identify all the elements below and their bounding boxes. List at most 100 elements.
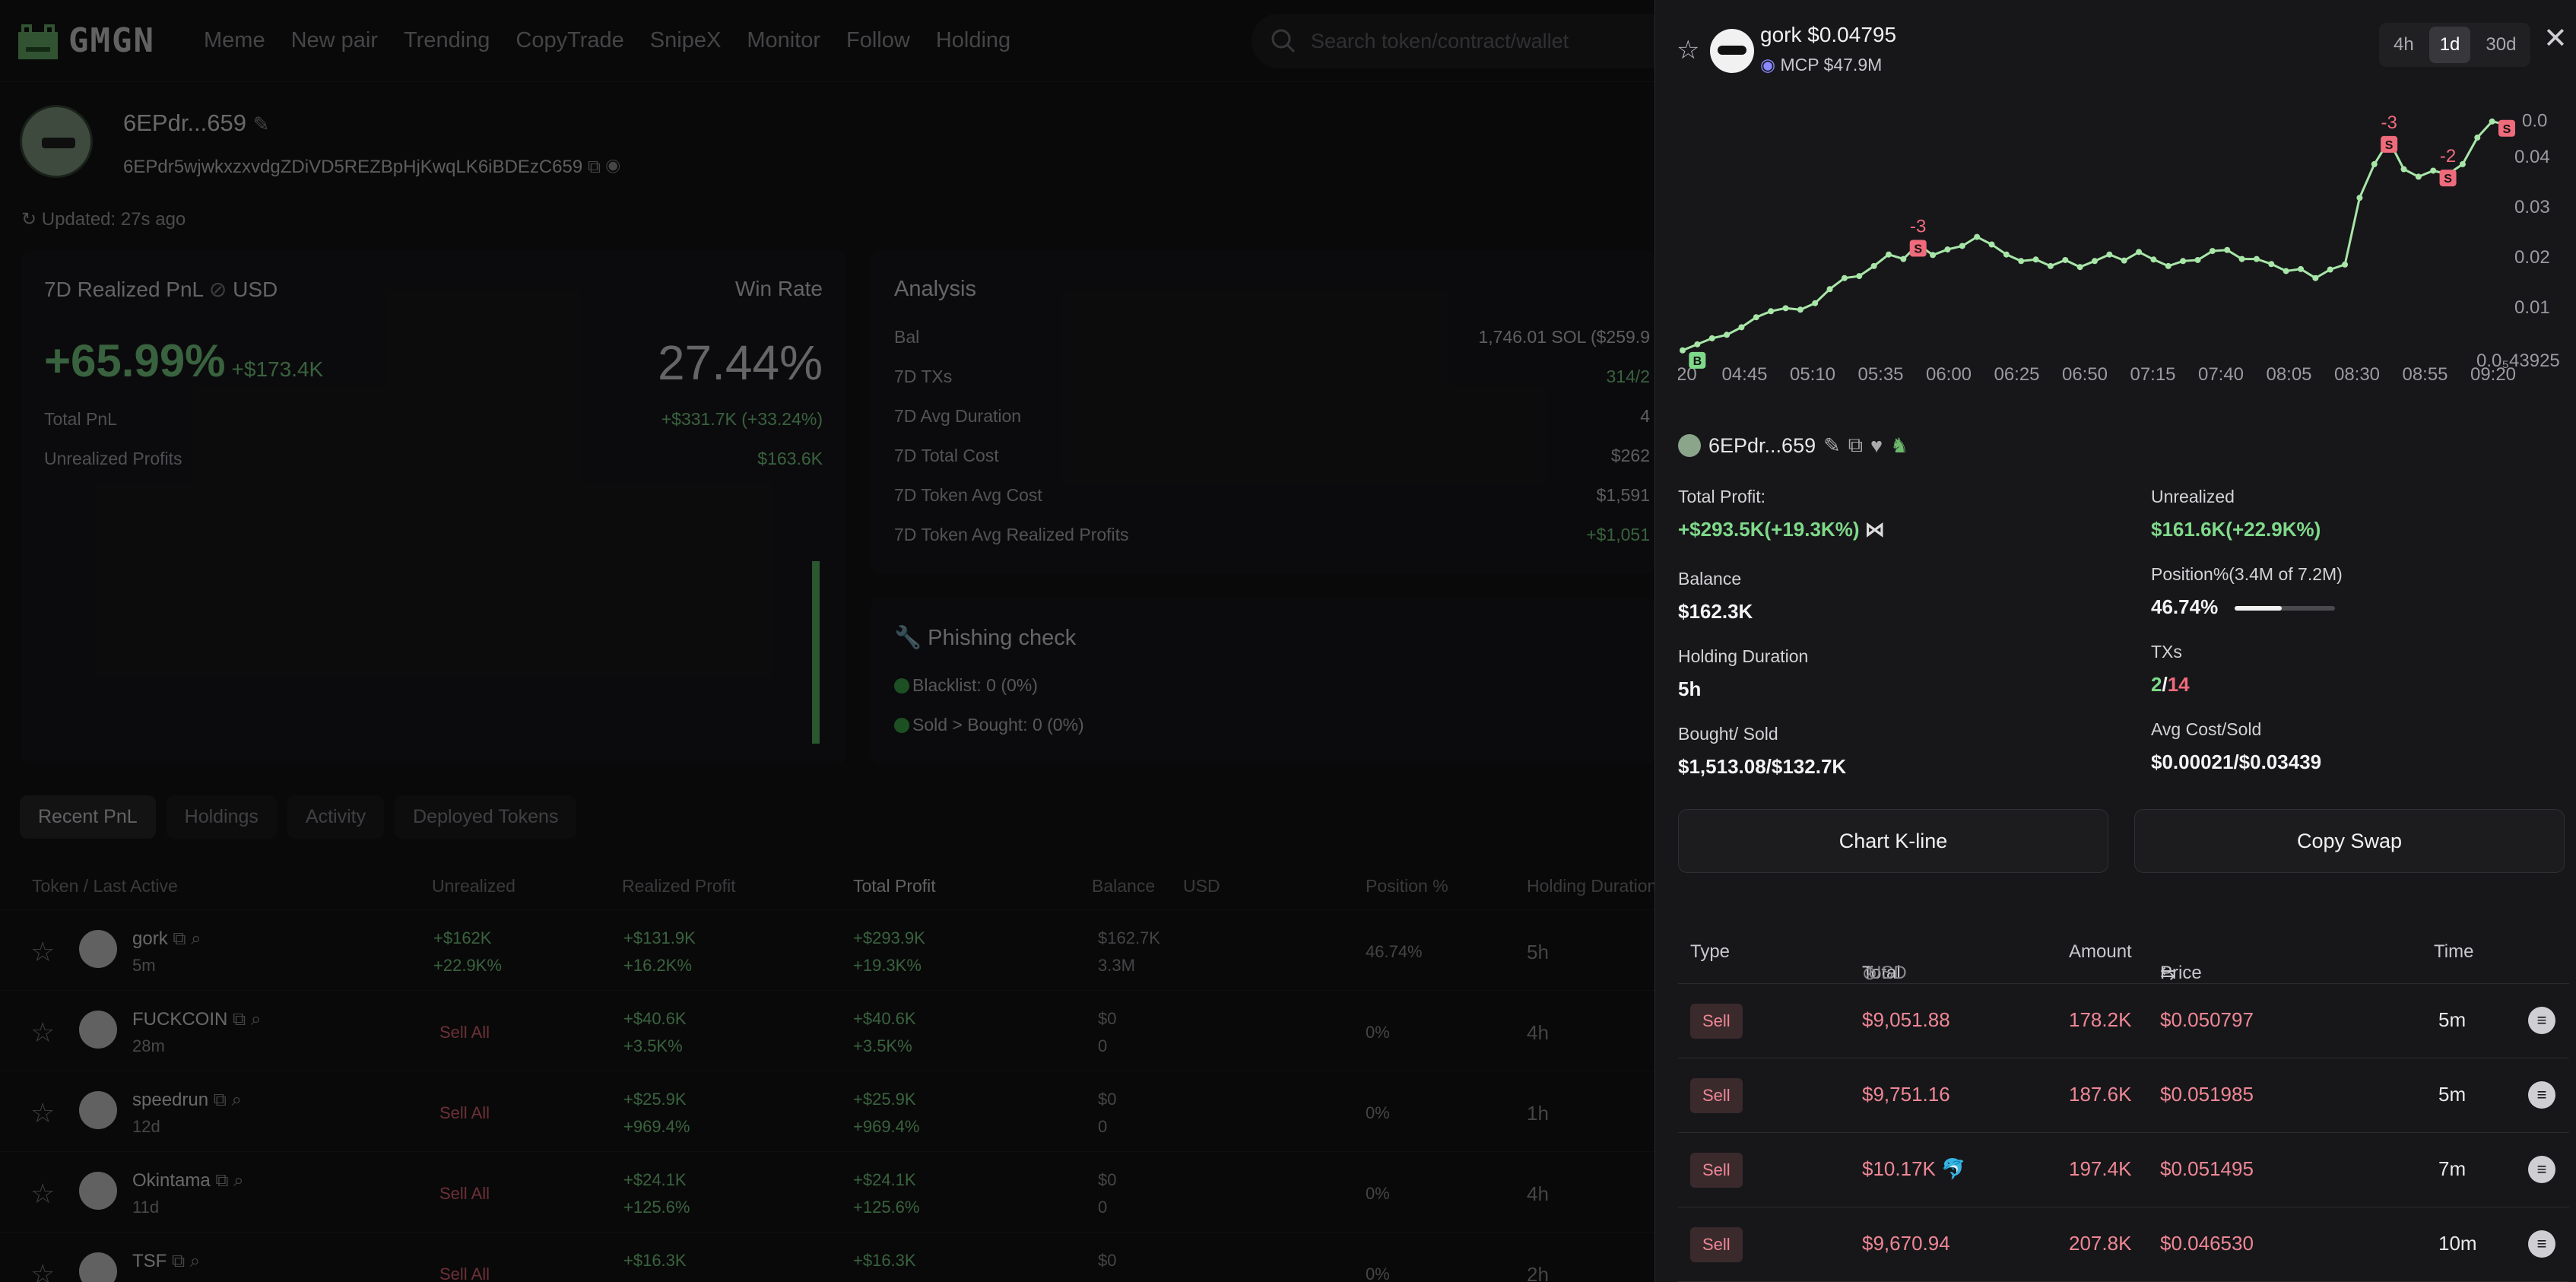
sell-all-link[interactable]: Sell All: [439, 1265, 490, 1282]
col-balance[interactable]: Balance: [1092, 876, 1156, 896]
col-usd[interactable]: USD: [1183, 876, 1220, 896]
th-type: Type: [1690, 941, 1731, 962]
nav-item-new-pair[interactable]: New pair: [290, 28, 379, 52]
token-name[interactable]: FUCKCOIN ⧉ ⌕: [132, 1009, 262, 1030]
trade-row[interactable]: Sell $9,051.88 178.2K $0.050797 5m ≡: [1678, 984, 2569, 1058]
col-total-profit[interactable]: Total Profit: [853, 876, 936, 896]
favorite-star-icon[interactable]: ☆: [30, 1017, 56, 1048]
table-row[interactable]: ☆ Okintama ⧉ ⌕ 11d Sell All +$24.1K +125.6% +$…: [0, 1151, 1654, 1232]
nav-item-monitor[interactable]: Monitor: [747, 28, 821, 52]
favorite-star-icon[interactable]: ☆: [30, 1258, 56, 1282]
refresh-icon[interactable]: ↻: [21, 209, 37, 230]
copy-swap-button[interactable]: Copy Swap: [2134, 809, 2565, 873]
tab-holdings[interactable]: Holdings: [166, 795, 277, 839]
y-tick-label: 0.0: [2522, 110, 2547, 131]
copy-icon[interactable]: ⧉: [1848, 433, 1864, 456]
col-unrealized[interactable]: Unrealized: [432, 876, 516, 896]
col-token[interactable]: Token / Last Active: [32, 876, 178, 896]
svg-text:S: S: [1914, 243, 1922, 256]
tx-detail-icon[interactable]: ≡: [2528, 1081, 2555, 1109]
svg-text:S: S: [2385, 139, 2394, 152]
nav-item-holding[interactable]: Holding: [935, 28, 1011, 52]
token-name[interactable]: speedrun ⧉ ⌕: [132, 1090, 242, 1110]
range-4h[interactable]: 4h: [2394, 34, 2414, 55]
sell-all-link[interactable]: Sell All: [439, 1103, 490, 1122]
range-30d[interactable]: 30d: [2486, 34, 2517, 55]
price-point: [2018, 258, 2025, 265]
sell-marker[interactable]: S: [2498, 119, 2515, 137]
nav-item-follow[interactable]: Follow: [846, 28, 910, 52]
th-amount: Amount: [2069, 941, 2132, 962]
sell-count-label: -3: [2381, 113, 2397, 133]
analysis-card: Analysis Bal 1,746.01 SOL ($259.9 7D TXs 31…: [871, 251, 1654, 573]
bought-sold-stat: Bought/ Sold $1,513.08/$132.7K: [1678, 724, 1847, 778]
table-row[interactable]: ☆ TSF ⧉ ⌕ Sell All +$16.3K +$16.3K $0 0% 2h: [0, 1232, 1654, 1282]
sell-all-link[interactable]: Sell All: [439, 1023, 490, 1042]
sell-marker[interactable]: S -3: [1909, 217, 1927, 257]
col-realized[interactable]: Realized Profit: [622, 876, 736, 896]
nav-item-copytrade[interactable]: CopyTrade: [516, 28, 624, 52]
position-value: 0%: [1366, 1265, 1390, 1282]
tx-detail-icon[interactable]: ≡: [2528, 1230, 2555, 1258]
currency-toggle-icon[interactable]: ⊘: [208, 278, 227, 301]
balance-value: $162.7K: [1098, 928, 1160, 947]
nav-item-snipex[interactable]: SnipeX: [649, 28, 722, 52]
favorite-star-icon[interactable]: ☆: [30, 1097, 56, 1128]
price-chart[interactable]: 0.04 0.03 0.02 0.01 0.0₅43925 0.0 20 04:45 05:10…: [1677, 84, 2569, 403]
table-row[interactable]: ☆ FUCKCOIN ⧉ ⌕ 28m Sell All +$40.6K +3.5K% +$4…: [0, 990, 1654, 1071]
price-point: [2489, 118, 2495, 125]
close-icon[interactable]: ✕: [2543, 23, 2568, 55]
edit-icon[interactable]: ✎: [252, 113, 270, 135]
trade-row[interactable]: Sell $9,751.16 187.6K $0.051985 5m ≡: [1678, 1058, 2569, 1133]
search-icon: [1271, 29, 1296, 53]
nav-item-trending[interactable]: Trending: [404, 28, 490, 52]
balance-value: $0: [1098, 1170, 1117, 1189]
chart-kline-button[interactable]: Chart K-line: [1678, 809, 2108, 873]
token-name[interactable]: gork ⧉ ⌕: [132, 928, 201, 949]
tab-activity[interactable]: Activity: [287, 795, 385, 839]
x-tick-label: 05:10: [1790, 364, 1835, 385]
favorite-star-icon[interactable]: ☆: [30, 1178, 56, 1209]
sell-marker[interactable]: S -2: [2439, 146, 2457, 187]
tx-detail-icon[interactable]: ≡: [2528, 1007, 2555, 1034]
realized-value: +$131.9K: [623, 928, 696, 947]
balance-value: $0: [1098, 1009, 1117, 1028]
sell-marker[interactable]: S -3: [2381, 113, 2398, 153]
analysis-row: 7D TXs 314/2: [894, 367, 1650, 386]
price-point: [1988, 241, 1995, 248]
price-point: [1708, 335, 1715, 341]
favorite-star-icon[interactable]: ☆: [30, 936, 56, 967]
swap-icon[interactable]: ⇆: [2160, 963, 2176, 984]
search-placeholder: Search token/contract/wallet: [1311, 29, 1569, 52]
range-1d[interactable]: 1d: [2428, 27, 2471, 63]
share-icon[interactable]: ⋈: [1864, 518, 1885, 541]
price-point: [2415, 173, 2422, 180]
price-point: [1680, 347, 1686, 354]
total-profit-value: +$40.6K: [853, 1009, 916, 1028]
price-point: [2076, 264, 2083, 271]
price-point: [1812, 300, 1819, 306]
search-bar[interactable]: Search token/contract/wallet: [1252, 14, 1677, 68]
tab-deployed-tokens[interactable]: Deployed Tokens: [395, 795, 577, 839]
wallet-tabs: Recent PnL Holdings Activity Deployed Token…: [20, 795, 577, 839]
sell-all-link[interactable]: Sell All: [439, 1184, 490, 1203]
logo[interactable]: GMGN: [14, 18, 204, 64]
trade-row[interactable]: Sell $9,670.94 207.8K $0.046530 10m ≡: [1678, 1207, 2569, 1282]
buy-marker[interactable]: B: [1689, 351, 1706, 369]
favorite-star-icon[interactable]: ☆: [1677, 36, 1700, 65]
trade-row[interactable]: Sell $10.17K 🐬 197.4K $0.051495 7m ≡: [1678, 1133, 2569, 1207]
nav-menu: Meme New pair Trending CopyTrade SnipeX Monit…: [204, 28, 1036, 53]
heart-icon[interactable]: ♥: [1870, 433, 1883, 457]
tx-detail-icon[interactable]: ≡: [2528, 1156, 2555, 1183]
table-row[interactable]: ☆ gork ⧉ ⌕ 5m +$162K +22.9K% +$131.9K +16.2K% +…: [0, 909, 1654, 990]
nav-item-meme[interactable]: Meme: [204, 28, 265, 52]
token-name[interactable]: Okintama ⧉ ⌕: [132, 1170, 244, 1191]
token-name[interactable]: TSF ⧉ ⌕: [132, 1251, 201, 1271]
edit-icon[interactable]: ✎: [1823, 433, 1841, 457]
trade-total: $10.17K 🐬: [1862, 1157, 1966, 1180]
tab-recent-pnl[interactable]: Recent PnL: [20, 795, 156, 839]
table-row[interactable]: ☆ speedrun ⧉ ⌕ 12d Sell All +$25.9K +969.4% +$…: [0, 1071, 1654, 1151]
price-point: [1782, 305, 1789, 312]
copy-icon[interactable]: ⧉: [587, 157, 601, 177]
